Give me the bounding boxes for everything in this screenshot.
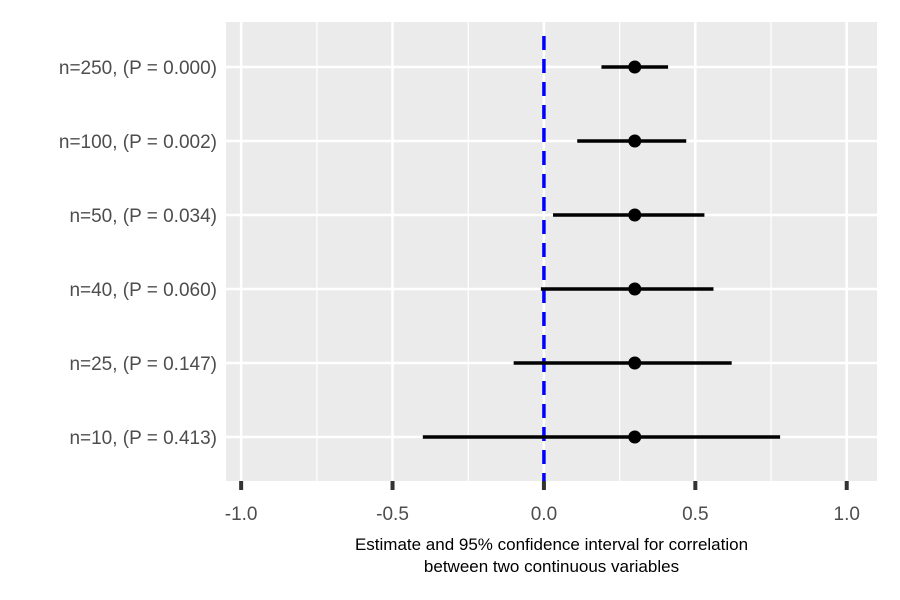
x-tick-label: 0.5 bbox=[682, 504, 708, 525]
point-estimate bbox=[628, 134, 642, 148]
y-tick-label: n=50, (P = 0.034) bbox=[69, 206, 217, 227]
y-axis-labels: n=250, (P = 0.000) n=100, (P = 0.002) n=50… bbox=[59, 58, 217, 449]
minor-gridlines bbox=[316, 22, 772, 481]
point-estimate bbox=[628, 430, 642, 444]
point-estimate bbox=[628, 282, 642, 296]
point-estimate bbox=[628, 208, 642, 222]
y-tick-label: n=10, (P = 0.413) bbox=[69, 428, 217, 449]
y-tick-label: n=100, (P = 0.002) bbox=[59, 132, 217, 153]
y-tick-label: n=250, (P = 0.000) bbox=[59, 58, 217, 79]
y-tick-label: n=25, (P = 0.147) bbox=[69, 354, 217, 375]
x-tick-label: 1.0 bbox=[834, 504, 860, 525]
x-tick-label: 0.0 bbox=[531, 504, 557, 525]
point-estimate bbox=[628, 356, 642, 370]
x-axis: -1.0 -0.5 0.0 0.5 1.0 bbox=[225, 481, 860, 525]
point-estimate bbox=[628, 60, 642, 74]
x-axis-title-line-2: between two continuous variables bbox=[423, 557, 680, 576]
x-axis-title-line-1: Estimate and 95% confidence interval for… bbox=[354, 535, 749, 554]
interval-marks bbox=[422, 60, 781, 444]
y-tick-label: n=40, (P = 0.060) bbox=[69, 280, 217, 301]
x-tick-label: -1.0 bbox=[225, 504, 258, 525]
x-tick-label: -0.5 bbox=[376, 504, 409, 525]
plot-panel bbox=[226, 22, 877, 481]
